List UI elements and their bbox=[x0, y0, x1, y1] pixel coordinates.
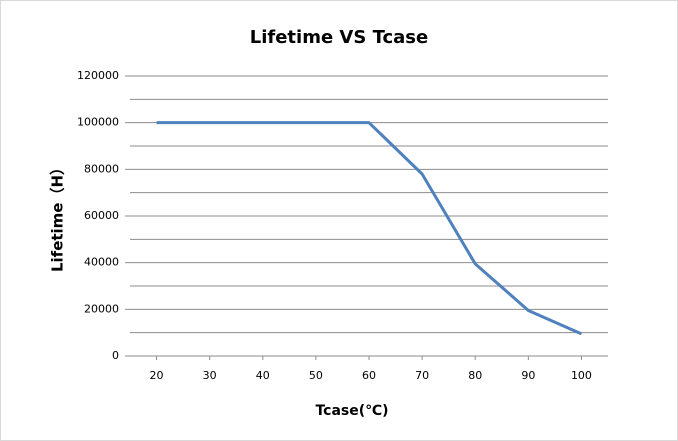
x-tick-label: 60 bbox=[362, 369, 376, 382]
y-tick-label: 80000 bbox=[84, 162, 119, 175]
y-tick-label: 60000 bbox=[84, 209, 119, 222]
x-tick-label: 20 bbox=[150, 369, 164, 382]
x-tick-label: 40 bbox=[256, 369, 270, 382]
y-tick-label: 100000 bbox=[77, 116, 119, 129]
x-tick-label: 80 bbox=[468, 369, 482, 382]
y-tick-label: 0 bbox=[112, 349, 119, 362]
x-tick-label: 70 bbox=[415, 369, 429, 382]
data-line bbox=[156, 121, 583, 336]
y-axis-label: Lifetime（H） bbox=[49, 160, 67, 272]
chart-title: Lifetime VS Tcase bbox=[250, 27, 428, 48]
x-tick-label: 30 bbox=[203, 369, 217, 382]
y-tick-label: 20000 bbox=[84, 302, 119, 315]
x-tick-label: 50 bbox=[309, 369, 323, 382]
y-tick-label: 120000 bbox=[77, 69, 119, 82]
x-axis-label: Tcase(℃) bbox=[315, 403, 388, 419]
y-tick-label: 40000 bbox=[84, 256, 119, 269]
x-tick-label: 100 bbox=[571, 369, 592, 382]
x-tick-label: 90 bbox=[521, 369, 535, 382]
